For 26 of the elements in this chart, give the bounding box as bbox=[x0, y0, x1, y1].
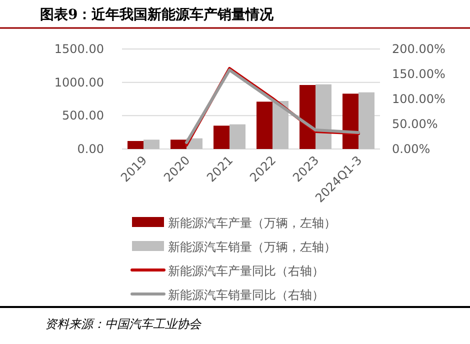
text: 资料来源：中国汽车工业协会 bbox=[45, 317, 202, 331]
legend-label: 新能源汽车销量（万辆，左轴） bbox=[168, 240, 336, 254]
y-tick-label: 1000.00 bbox=[54, 75, 104, 90]
bar bbox=[272, 101, 288, 149]
y2-tick-label: 200.00% bbox=[392, 42, 446, 56]
bar bbox=[170, 140, 186, 149]
legend-label: 新能源汽车产量（万辆，左轴） bbox=[168, 216, 336, 230]
bar bbox=[358, 92, 374, 149]
bar bbox=[300, 85, 316, 149]
bar bbox=[128, 141, 144, 149]
bar bbox=[316, 84, 332, 149]
bar bbox=[214, 126, 230, 149]
legend-label: 新能源汽车销量同比（右轴） bbox=[168, 288, 324, 302]
y2-tick-label: 100.00% bbox=[392, 92, 446, 106]
legend-label: 新能源汽车产量同比（右轴） bbox=[168, 264, 324, 278]
y-tick-label: 0.00 bbox=[77, 142, 104, 156]
bar bbox=[230, 124, 246, 149]
y-tick-label: 500.00 bbox=[62, 108, 104, 123]
bar bbox=[256, 102, 272, 149]
bar bbox=[144, 140, 160, 149]
y-tick-label: 1500.00 bbox=[54, 42, 104, 56]
y2-tick-label: 150.00% bbox=[392, 67, 446, 81]
bar bbox=[342, 94, 358, 149]
y2-tick-label: 50.00% bbox=[392, 117, 438, 131]
y2-tick-label: 0.00% bbox=[392, 142, 430, 156]
chart-title: 图表9：近年我国新能源车产销量情况 bbox=[40, 6, 275, 23]
